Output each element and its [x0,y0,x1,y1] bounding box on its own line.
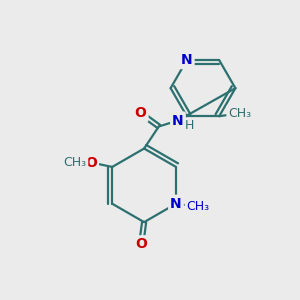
Text: H: H [184,119,194,132]
Text: N: N [181,53,193,67]
Text: CH₃: CH₃ [187,200,210,213]
Text: N: N [170,197,182,211]
Text: N: N [172,114,184,128]
Text: O: O [135,237,147,251]
Text: CH₃: CH₃ [63,156,86,169]
Text: CH₃: CH₃ [228,107,251,120]
Text: O: O [135,106,146,120]
Text: O: O [85,155,97,170]
